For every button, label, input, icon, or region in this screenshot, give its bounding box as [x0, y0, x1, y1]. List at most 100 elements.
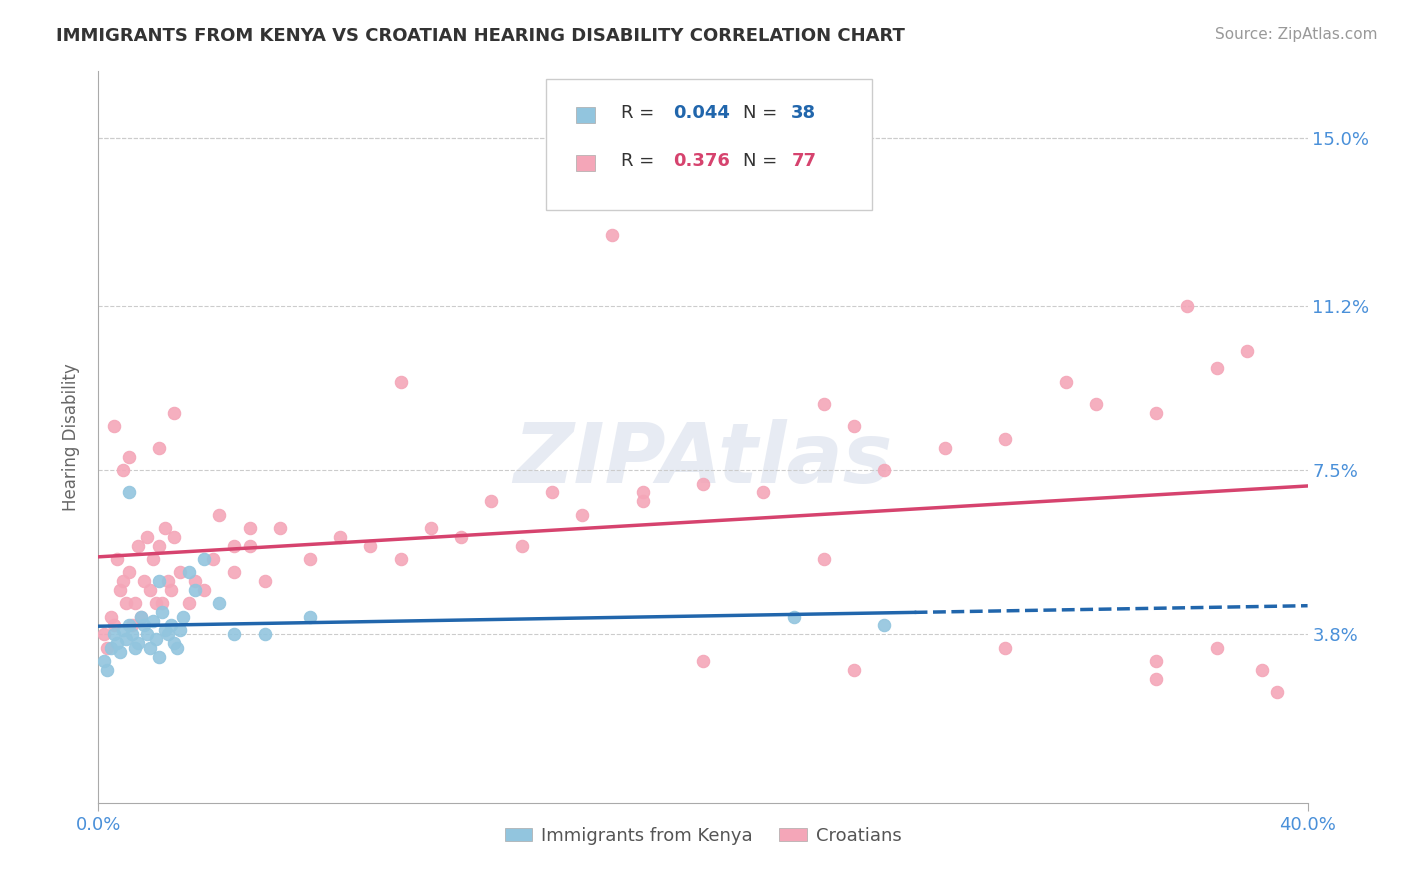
Point [1236, 343, 1258, 358]
Point [813, 552, 835, 566]
Point [239, 539, 262, 553]
Point [160, 618, 183, 632]
Point [172, 609, 194, 624]
Point [299, 552, 322, 566]
Point [121, 627, 143, 641]
Point [135, 627, 157, 641]
Point [202, 552, 225, 566]
Point [208, 596, 231, 610]
Point [269, 521, 291, 535]
Point [169, 566, 191, 580]
Point [631, 485, 654, 500]
Point [1206, 640, 1229, 655]
Point [148, 441, 170, 455]
Point [118, 566, 141, 580]
Point [150, 605, 173, 619]
Point [1146, 406, 1168, 420]
Point [148, 649, 170, 664]
Point [329, 530, 352, 544]
Point [145, 632, 167, 646]
Point [224, 566, 246, 580]
Point [239, 521, 262, 535]
Point [783, 609, 806, 624]
Point [156, 574, 179, 589]
Point [184, 574, 207, 589]
Point [142, 614, 165, 628]
Bar [576, 107, 595, 123]
Point [692, 476, 714, 491]
Point [994, 640, 1017, 655]
Point [169, 623, 191, 637]
Point [360, 539, 382, 553]
Point [145, 596, 167, 610]
Point [193, 582, 215, 597]
Point [450, 530, 472, 544]
Point [163, 406, 186, 420]
Text: 0.376: 0.376 [672, 152, 730, 169]
Point [142, 552, 165, 566]
Point [135, 530, 157, 544]
Point [118, 485, 141, 500]
Point [163, 530, 186, 544]
Point [103, 419, 125, 434]
Point [127, 539, 149, 553]
Text: Source: ZipAtlas.com: Source: ZipAtlas.com [1215, 27, 1378, 42]
Text: ZIPAtlas: ZIPAtlas [513, 418, 893, 500]
Point [481, 494, 503, 508]
Point [118, 618, 141, 632]
Point [103, 618, 125, 632]
Bar [576, 154, 595, 171]
Point [1146, 654, 1168, 668]
Point [602, 228, 624, 243]
Point [93, 627, 115, 641]
Point [844, 419, 866, 434]
Text: IMMIGRANTS FROM KENYA VS CROATIAN HEARING DISABILITY CORRELATION CHART: IMMIGRANTS FROM KENYA VS CROATIAN HEARIN… [56, 27, 905, 45]
Point [118, 450, 141, 464]
Point [420, 521, 443, 535]
Point [934, 441, 956, 455]
Text: R =: R = [621, 152, 659, 169]
Point [129, 609, 152, 624]
Point [105, 552, 128, 566]
Point [93, 654, 115, 668]
Point [111, 463, 134, 477]
Point [114, 632, 136, 646]
Point [160, 582, 183, 597]
Point [224, 539, 246, 553]
Point [631, 494, 654, 508]
Text: 38: 38 [792, 104, 817, 122]
Text: 77: 77 [792, 152, 817, 169]
Point [994, 432, 1017, 446]
Point [389, 552, 412, 566]
Point [156, 627, 179, 641]
Point [114, 596, 136, 610]
Point [153, 623, 176, 637]
Point [96, 640, 118, 655]
Point [163, 636, 186, 650]
Point [510, 539, 533, 553]
Point [132, 574, 155, 589]
Point [96, 663, 118, 677]
Point [132, 618, 155, 632]
Point [108, 582, 131, 597]
Point [752, 485, 775, 500]
Point [148, 574, 170, 589]
Point [108, 645, 131, 659]
Point [299, 609, 322, 624]
Point [844, 663, 866, 677]
Point [1175, 299, 1198, 313]
Point [873, 463, 896, 477]
Text: R =: R = [621, 104, 659, 122]
Point [150, 596, 173, 610]
Point [124, 640, 146, 655]
Legend: Immigrants from Kenya, Croatians: Immigrants from Kenya, Croatians [498, 820, 908, 852]
Point [540, 485, 562, 500]
Y-axis label: Hearing Disability: Hearing Disability [62, 363, 80, 511]
Point [100, 609, 122, 624]
Point [100, 640, 122, 655]
Text: N =: N = [742, 104, 783, 122]
Point [148, 539, 170, 553]
Point [813, 397, 835, 411]
Point [127, 636, 149, 650]
Text: 0.044: 0.044 [672, 104, 730, 122]
